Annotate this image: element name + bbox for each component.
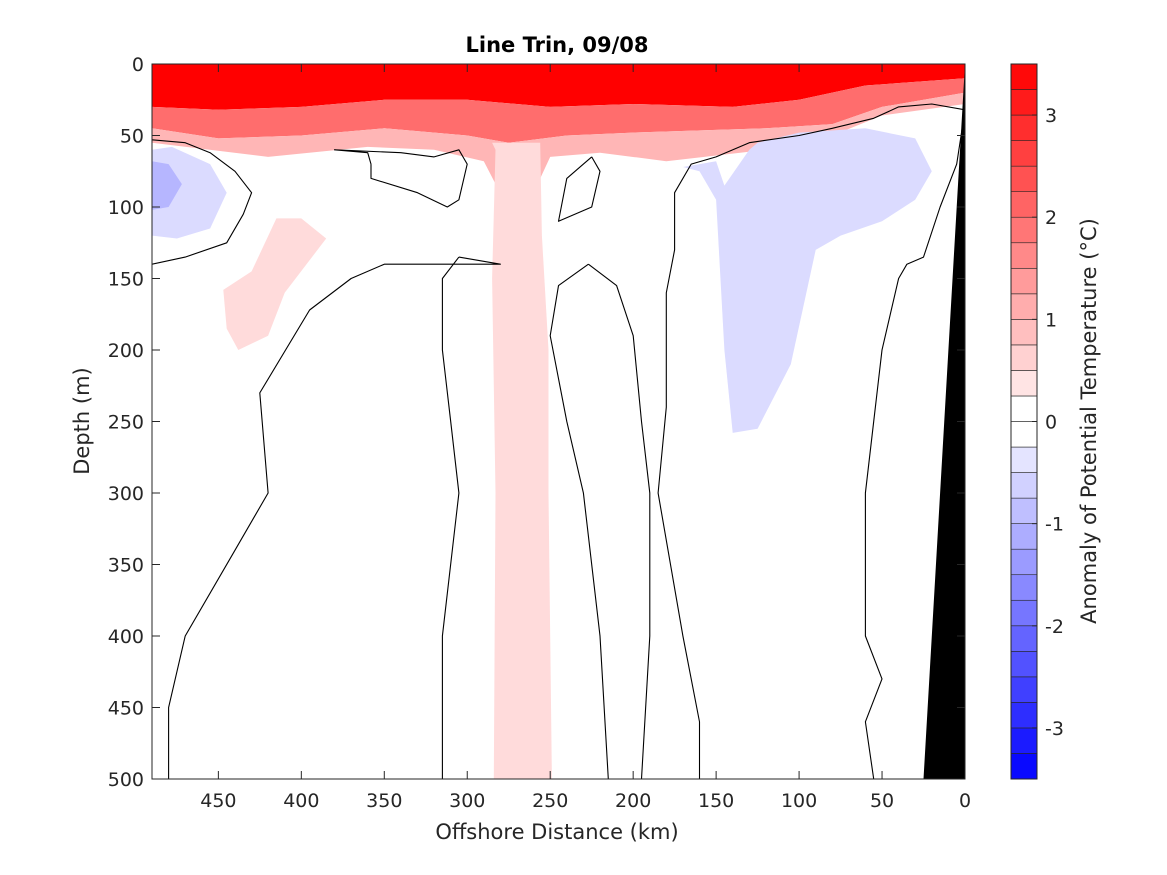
colorbar-cell xyxy=(1010,165,1038,192)
y-tick-label: 450 xyxy=(108,698,144,720)
colorbar-tick-label: 2 xyxy=(1045,207,1057,229)
x-tick-label: 250 xyxy=(532,790,568,812)
colorbar-cell xyxy=(1010,344,1038,371)
colorbar-cell xyxy=(1010,472,1038,499)
colorbar-cell xyxy=(1010,191,1038,218)
y-tick-label: 150 xyxy=(108,269,144,291)
colorbar-cell xyxy=(1010,216,1038,244)
colorbar-tick-label: 3 xyxy=(1045,105,1057,127)
colorbar-cell xyxy=(1010,421,1038,448)
colorbar-tick-label: -1 xyxy=(1045,514,1064,536)
contour-line-1 xyxy=(657,103,965,779)
y-tick-label: 350 xyxy=(108,555,144,577)
colorbar: 3 2 1 0 -1 -2 -3 Anomaly of Potential Temperat… xyxy=(1010,63,1101,780)
x-axis: 450 400 350 300 250 200 150 100 50 0 xyxy=(200,64,971,812)
x-axis-label: Offshore Distance (km) xyxy=(435,820,678,844)
colorbar-cell xyxy=(1010,548,1038,576)
colorbar-cell xyxy=(1010,702,1038,729)
colorbar-cell xyxy=(1010,523,1038,550)
colorbar-cell xyxy=(1010,63,1038,90)
colorbar-cell xyxy=(1010,625,1038,652)
colorbar-cell xyxy=(1010,89,1038,116)
colorbar-cell xyxy=(1010,319,1038,346)
y-tick-label: 0 xyxy=(132,54,144,76)
x-tick-label: 450 xyxy=(200,790,236,812)
colorbar-ticks: 3 2 1 0 -1 -2 -3 xyxy=(1032,105,1064,740)
y-tick-label: 500 xyxy=(108,769,144,791)
colorbar-cell xyxy=(1010,370,1038,397)
x-tick-label: 300 xyxy=(449,790,485,812)
colorbar-label: Anomaly of Potential Temperature (°C) xyxy=(1077,218,1101,624)
colorbar-cell xyxy=(1010,574,1038,601)
anomaly-region-7 xyxy=(152,161,182,210)
plot-area xyxy=(151,63,966,780)
x-tick-label: 50 xyxy=(870,790,894,812)
y-tick-label: 300 xyxy=(108,483,144,505)
bathymetry-layer xyxy=(923,64,965,779)
x-tick-label: 0 xyxy=(959,790,971,812)
y-axis-label: Depth (m) xyxy=(70,367,94,474)
anomaly-region-5 xyxy=(682,128,932,433)
colorbar-cell xyxy=(1010,395,1038,422)
anomaly-region-4 xyxy=(223,218,327,350)
colorbar-cell xyxy=(1010,753,1038,780)
colorbar-cell xyxy=(1010,497,1038,524)
colorbar-cell xyxy=(1010,140,1038,167)
x-tick-label: 400 xyxy=(283,790,319,812)
y-tick-label: 200 xyxy=(108,340,144,362)
contour-line-8 xyxy=(168,256,501,779)
colorbar-cell xyxy=(1010,114,1038,141)
y-tick-label: 250 xyxy=(108,412,144,434)
contour-line-2 xyxy=(864,109,965,779)
anomaly-region-2 xyxy=(152,92,965,250)
colorbar-cell xyxy=(1010,446,1038,473)
y-axis: 0 50 100 150 200 250 300 350 400 450 500 xyxy=(108,54,965,791)
x-tick-label: 150 xyxy=(698,790,734,812)
colorbar-cell xyxy=(1010,293,1038,320)
colorbar-cell xyxy=(1010,727,1038,754)
chart-title: Line Trin, 09/08 xyxy=(465,33,648,57)
anomaly-region-1 xyxy=(152,78,965,143)
colorbar-tick-label: 1 xyxy=(1045,309,1057,331)
anomaly-region-3 xyxy=(492,142,552,779)
colorbar-cell xyxy=(1010,599,1038,627)
y-tick-label: 50 xyxy=(120,126,144,148)
x-tick-label: 350 xyxy=(366,790,402,812)
contour-line-5 xyxy=(588,263,651,779)
x-tick-label: 200 xyxy=(615,790,651,812)
contour-line-4 xyxy=(557,156,601,222)
colorbar-tick-label: -2 xyxy=(1045,616,1064,638)
bathymetry-shape xyxy=(923,64,965,779)
zero-contour-layer xyxy=(152,103,965,779)
anomaly-fill-layer xyxy=(152,64,965,779)
colorbar-cell xyxy=(1010,267,1038,295)
y-tick-label: 100 xyxy=(108,197,144,219)
y-tick-label: 400 xyxy=(108,626,144,648)
colorbar-tick-label: 0 xyxy=(1045,412,1057,434)
x-tick-label: 100 xyxy=(781,790,817,812)
contour-line-3 xyxy=(333,149,468,208)
anomaly-region-0 xyxy=(152,64,965,110)
colorbar-cell xyxy=(1010,676,1038,703)
contour-line-0 xyxy=(152,139,253,265)
contour-line-7 xyxy=(441,256,460,779)
colorbar-cell xyxy=(1010,242,1038,269)
contour-line-6 xyxy=(549,263,609,779)
colorbar-tick-label: -3 xyxy=(1045,718,1064,740)
colorbar-cell xyxy=(1010,651,1038,678)
